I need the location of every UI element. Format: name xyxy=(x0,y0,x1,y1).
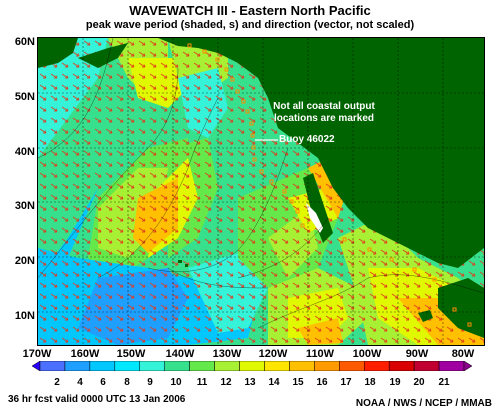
scale-label: 2 xyxy=(54,377,60,388)
lat-label-40n: 40N xyxy=(14,146,35,158)
scale-swatch xyxy=(339,361,365,371)
scale-swatch xyxy=(64,361,91,371)
scale-label: 18 xyxy=(364,377,376,388)
scale-swatch xyxy=(438,361,465,371)
scale-label: 20 xyxy=(413,377,425,388)
scale-label: 15 xyxy=(292,377,304,388)
lon-label-140w: 140W xyxy=(165,348,195,360)
scale-label: 19 xyxy=(389,377,401,388)
scale-label: 12 xyxy=(220,377,232,388)
color-scale-bar xyxy=(32,361,472,371)
scale-label: 8 xyxy=(124,377,130,388)
scale-label: 4 xyxy=(77,377,83,388)
lat-label-50n: 50N xyxy=(14,91,35,103)
lon-label-110w: 110W xyxy=(305,348,335,360)
map-canvas xyxy=(38,38,484,345)
scale-label: 16 xyxy=(316,377,328,388)
scale-label: 14 xyxy=(268,377,280,388)
scale-swatch xyxy=(214,361,240,371)
lon-label-170w: 170W xyxy=(22,348,52,360)
credit-line: NOAA / NWS / NCEP / MMAB xyxy=(355,398,492,409)
scale-swatch xyxy=(39,361,66,371)
scale-swatch xyxy=(413,361,440,371)
scale-label: 10 xyxy=(170,377,182,388)
scale-label: 11 xyxy=(196,377,208,388)
scale-swatch xyxy=(164,361,190,371)
lon-label-90w: 90W xyxy=(405,348,429,360)
scale-swatch xyxy=(264,361,290,371)
lon-label-120w: 120W xyxy=(258,348,288,360)
lat-label-10n: 10N xyxy=(14,310,35,322)
map-subtitle: peak wave period (shaded, s) and directi… xyxy=(85,19,415,31)
scale-swatch xyxy=(289,361,315,371)
scale-swatch xyxy=(363,361,390,371)
lat-label-20n: 20N xyxy=(14,255,35,267)
scale-end-low xyxy=(32,361,41,371)
lat-label-30n: 30N xyxy=(14,200,35,212)
scale-label: 21 xyxy=(438,377,450,388)
scale-label: 9 xyxy=(147,377,153,388)
scale-swatch xyxy=(139,361,165,371)
scale-swatch xyxy=(314,361,340,371)
scale-swatch xyxy=(189,361,215,371)
scale-end-high xyxy=(463,361,472,371)
wave-period-map xyxy=(37,37,485,346)
lat-label-60n: 60N xyxy=(14,36,35,48)
coastal-output-markers xyxy=(187,43,472,327)
scale-swatch xyxy=(239,361,265,371)
coastal-output-note: Not all coastal output locations are mar… xyxy=(273,101,375,124)
lon-label-160w: 160W xyxy=(70,348,100,360)
scale-label: 13 xyxy=(244,377,256,388)
scale-label: 6 xyxy=(100,377,106,388)
scale-swatch xyxy=(114,361,141,371)
map-title: WAVEWATCH III - Eastern North Pacific xyxy=(129,3,371,18)
lon-label-100w: 100W xyxy=(352,348,382,360)
forecast-valid-time: 36 hr fcst valid 0000 UTC 13 Jan 2006 xyxy=(8,394,186,405)
lon-label-150w: 150W xyxy=(116,348,146,360)
scale-label: 17 xyxy=(340,377,352,388)
lon-label-130w: 130W xyxy=(212,348,242,360)
scale-swatch xyxy=(388,361,415,371)
scale-swatch xyxy=(89,361,116,371)
lon-label-80w: 80W xyxy=(451,348,475,360)
buoy-46022-label: Buoy 46022 xyxy=(279,134,335,145)
